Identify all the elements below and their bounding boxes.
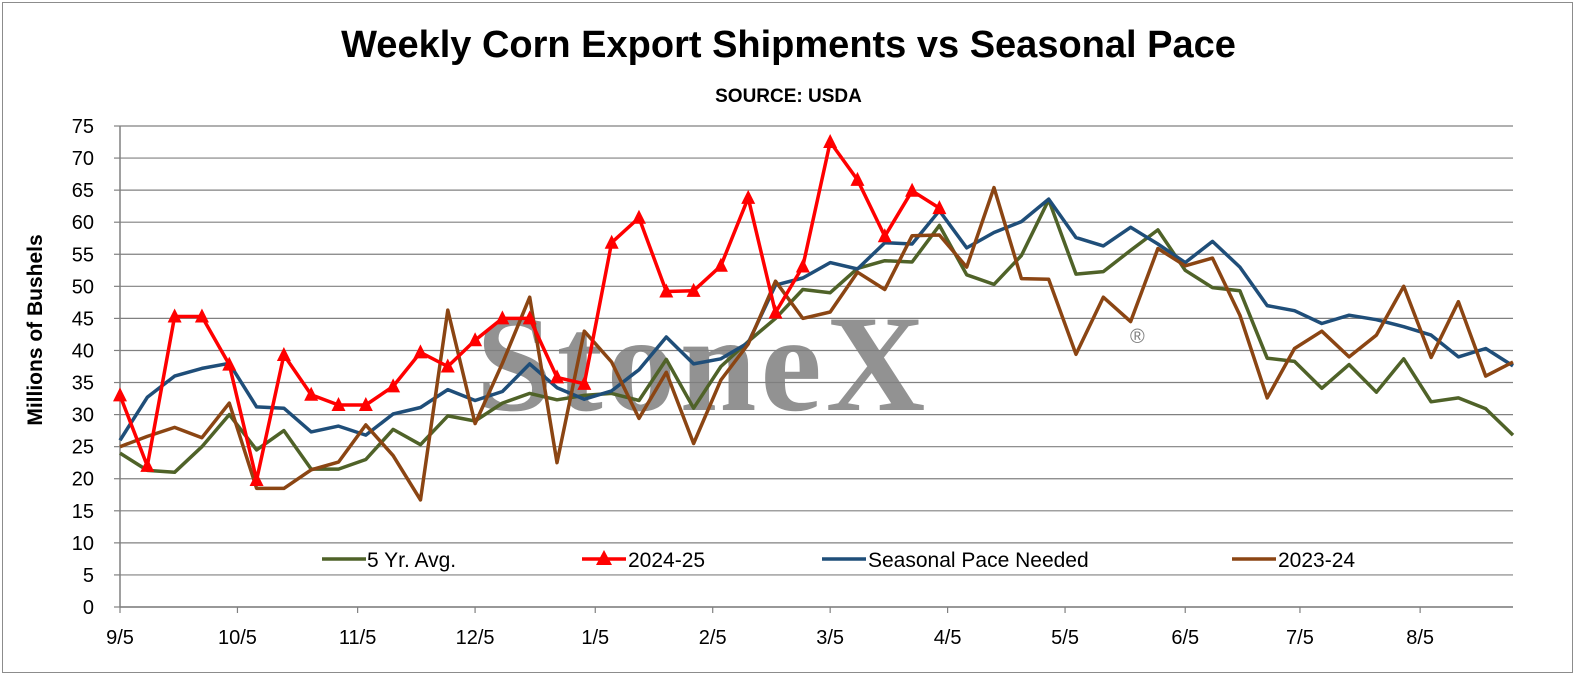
series-line-5-yr-avg: [119, 198, 1515, 475]
axes: 0 5 10 15 20 25 30 35 40 45 50 55 60 65 70 75 9/5 10/5 11/…: [72, 116, 1513, 649]
grid-lines: [120, 125, 1513, 608]
legend-label: 2023-24: [1278, 549, 1355, 572]
series-lines: [113, 134, 1515, 502]
y-tick-label: 25: [72, 437, 94, 459]
watermark-registered-mark: ®: [1130, 326, 1145, 348]
data-point-2024-25: [686, 282, 701, 297]
data-point-2024-25: [659, 283, 674, 298]
x-tick-label: 12/5: [456, 627, 495, 649]
data-point-2024-25: [550, 369, 565, 384]
data-point-2024-25: [222, 356, 237, 371]
x-tick-label: 2/5: [699, 627, 727, 649]
data-point-2024-25: [249, 472, 264, 487]
y-tick-label: 35: [72, 373, 94, 395]
legend-label: 2024-25: [628, 549, 705, 572]
data-point-2024-25: [932, 200, 947, 215]
x-tick-label: 3/5: [816, 627, 844, 649]
y-tick-label: 50: [72, 276, 94, 298]
y-axis-label: Millions of Bushels: [24, 234, 47, 425]
legend-label: 5 Yr. Avg.: [367, 549, 456, 572]
data-point-2024-25: [713, 257, 728, 272]
data-point-2024-25: [167, 308, 182, 323]
data-point-2024-25: [113, 387, 127, 402]
x-tick-label: 11/5: [339, 627, 376, 649]
data-point-2024-25: [522, 310, 537, 325]
data-point-2024-25: [468, 332, 483, 347]
data-point-2024-25: [304, 386, 319, 401]
legend-label: Seasonal Pace Needed: [868, 549, 1089, 572]
y-tick-label: 15: [72, 501, 94, 523]
data-point-2024-25: [577, 375, 592, 390]
series-line-2023-24: [119, 185, 1514, 502]
y-tick-label: 45: [72, 308, 94, 330]
x-tick-label: 7/5: [1286, 627, 1314, 649]
data-point-2024-25: [495, 310, 510, 325]
y-tick-label: 5: [83, 565, 94, 587]
data-point-2024-25: [604, 234, 619, 249]
legend: 5 Yr. Avg. 2024-25 Seasonal Pace Needed 202…: [322, 549, 1355, 572]
y-tick-label: 55: [72, 244, 94, 266]
data-point-2024-25: [823, 134, 838, 149]
y-tick-label: 0: [83, 597, 94, 619]
x-tick-label: 1/5: [581, 627, 609, 649]
x-tick-label: 5/5: [1051, 627, 1079, 649]
chart-subtitle: SOURCE: USDA: [715, 86, 862, 107]
legend-marker: [596, 550, 612, 565]
y-tick-label: 10: [72, 533, 94, 555]
data-point-2024-25: [905, 182, 920, 197]
y-tick-label: 20: [72, 469, 94, 491]
data-point-2024-25: [386, 378, 401, 393]
x-tick-label: 4/5: [934, 627, 962, 649]
data-point-2024-25: [877, 228, 892, 243]
data-point-2024-25: [331, 396, 346, 411]
data-point-2024-25: [795, 258, 810, 273]
data-point-2024-25: [194, 308, 209, 323]
y-tick-label: 70: [72, 148, 94, 170]
chart-title: Weekly Corn Export Shipments vs Seasonal…: [341, 24, 1236, 66]
y-tick-label: 75: [72, 116, 94, 138]
data-point-2024-25: [358, 396, 373, 411]
data-point-2024-25: [631, 209, 646, 224]
data-point-2024-25: [768, 304, 783, 319]
y-tick-label: 30: [72, 405, 94, 427]
data-point-2024-25: [413, 344, 428, 359]
x-tick-label: 8/5: [1406, 627, 1434, 649]
y-tick-label: 60: [72, 212, 94, 234]
series-line-seasonal-pace-needed: [118, 197, 1514, 442]
y-tick-label: 65: [72, 180, 94, 202]
x-tick-label: 9/5: [106, 627, 134, 649]
x-tick-label: 10/5: [218, 627, 257, 649]
data-point-2024-25: [140, 457, 155, 472]
y-tick-label: 40: [72, 340, 94, 362]
data-point-2024-25: [276, 346, 291, 361]
data-point-2024-25: [741, 189, 756, 204]
data-point-2024-25: [440, 358, 455, 373]
data-point-2024-25: [850, 171, 865, 186]
x-tick-label: 6/5: [1171, 627, 1199, 649]
